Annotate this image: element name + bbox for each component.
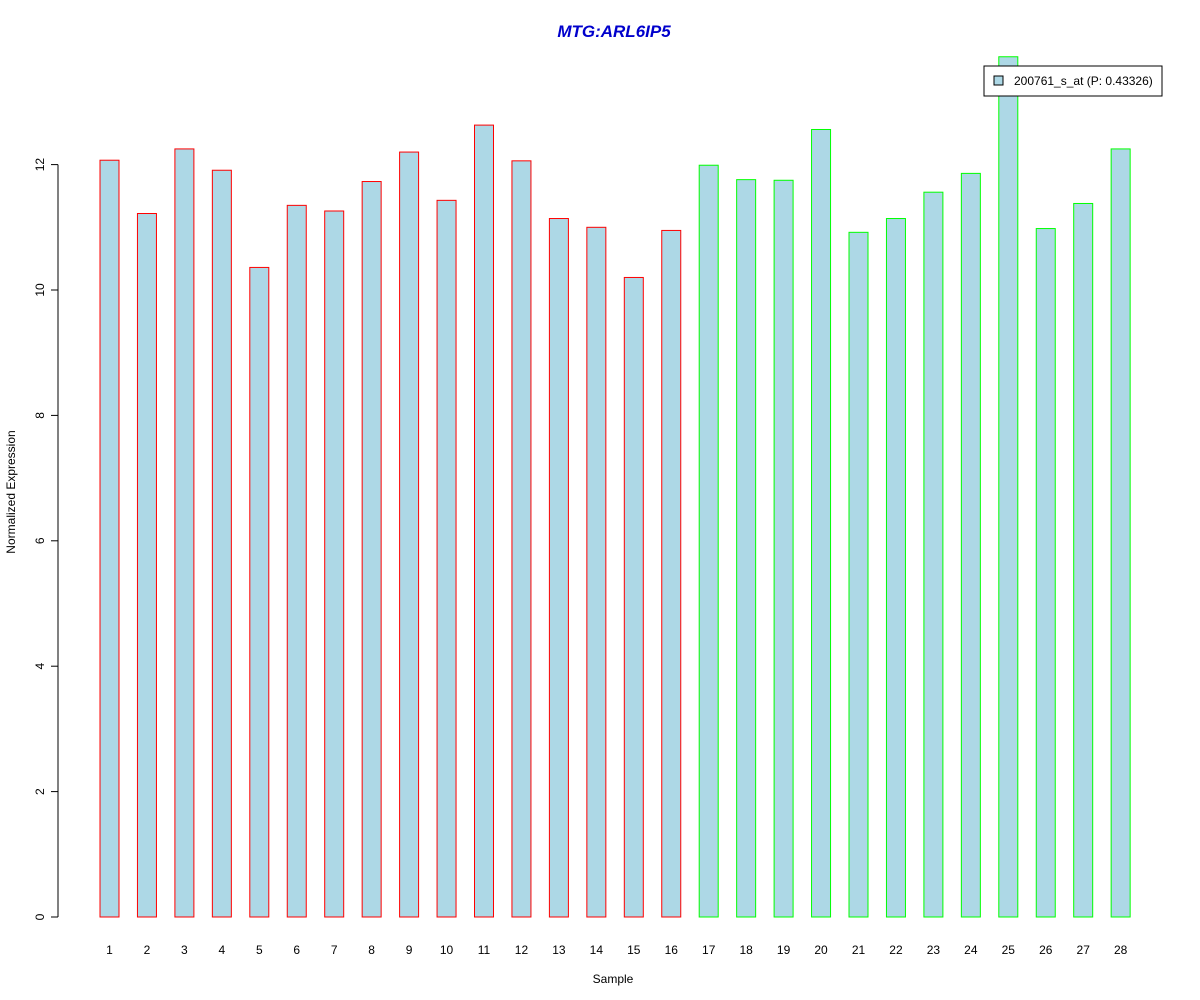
bar-sample-12 bbox=[511, 160, 532, 918]
x-tick-label: 15 bbox=[627, 943, 641, 957]
bar-sample-16 bbox=[661, 229, 682, 918]
x-tick-label: 17 bbox=[702, 943, 716, 957]
x-tick-label: 18 bbox=[739, 943, 753, 957]
y-tick-label: 2 bbox=[33, 788, 47, 795]
legend-label: 200761_s_at (P: 0.43326) bbox=[1014, 74, 1153, 88]
x-tick-label: 5 bbox=[256, 943, 263, 957]
x-tick-label: 22 bbox=[889, 943, 903, 957]
bar-sample-2 bbox=[136, 213, 157, 918]
bar-sample-6 bbox=[286, 204, 307, 918]
bar-sample-11 bbox=[474, 124, 494, 918]
bar-sample-4 bbox=[211, 169, 232, 918]
bar-sample-7 bbox=[324, 210, 345, 918]
x-tick-label: 26 bbox=[1039, 943, 1053, 957]
bar-sample-13 bbox=[548, 218, 569, 918]
y-axis-title: Normalized Expression bbox=[4, 430, 18, 553]
bar-sample-3 bbox=[174, 148, 195, 918]
legend-box bbox=[983, 65, 1163, 97]
x-tick-label: 10 bbox=[440, 943, 454, 957]
x-tick-label: 27 bbox=[1077, 943, 1091, 957]
bar-sample-1 bbox=[99, 159, 120, 918]
x-tick-label: 8 bbox=[368, 943, 375, 957]
bar-sample-23 bbox=[923, 191, 944, 918]
bar-sample-25 bbox=[998, 56, 1019, 918]
bar-sample-22 bbox=[885, 218, 906, 918]
x-tick-labels: 1 2 3 4 5 6 7 8 9 10 11 12 13 14 15 16 17 18 19 20 21 22 23 24 2… bbox=[106, 943, 1127, 957]
bar-sample-17 bbox=[698, 164, 719, 918]
y-tick-label: 4 bbox=[33, 663, 47, 670]
x-tick-label: 23 bbox=[927, 943, 941, 957]
bar-sample-24 bbox=[960, 172, 981, 918]
x-tick-label: 9 bbox=[406, 943, 413, 957]
x-tick-label: 20 bbox=[814, 943, 828, 957]
bar-sample-14 bbox=[586, 226, 607, 918]
x-tick-label: 28 bbox=[1114, 943, 1128, 957]
x-tick-label: 3 bbox=[181, 943, 188, 957]
y-tick-label: 8 bbox=[33, 412, 47, 419]
x-tick-label: 19 bbox=[777, 943, 791, 957]
x-tick-label: 1 bbox=[106, 943, 113, 957]
x-tick-label: 13 bbox=[552, 943, 566, 957]
x-tick-label: 21 bbox=[852, 943, 866, 957]
bar-sample-15 bbox=[623, 276, 644, 918]
bar-sample-20 bbox=[811, 128, 832, 918]
bar-sample-10 bbox=[436, 199, 457, 918]
y-tick-label: 0 bbox=[33, 913, 47, 920]
bar-sample-26 bbox=[1035, 228, 1056, 918]
x-tick-label: 4 bbox=[219, 943, 226, 957]
y-tick-label: 10 bbox=[33, 283, 47, 297]
x-tick-label: 24 bbox=[964, 943, 978, 957]
x-tick-label: 12 bbox=[515, 943, 529, 957]
bar-sample-9 bbox=[399, 151, 420, 918]
y-tick-label: 12 bbox=[33, 158, 47, 172]
x-tick-label: 6 bbox=[293, 943, 300, 957]
x-tick-label: 14 bbox=[590, 943, 604, 957]
legend: 200761_s_at (P: 0.43326) bbox=[983, 65, 1163, 97]
bars-group bbox=[99, 56, 1131, 918]
x-tick-label: 25 bbox=[1002, 943, 1016, 957]
x-tick-label: 16 bbox=[665, 943, 679, 957]
x-tick-label: 7 bbox=[331, 943, 338, 957]
x-tick-label: 2 bbox=[144, 943, 151, 957]
bar-sample-28 bbox=[1110, 148, 1131, 918]
chart-title: MTG:ARL6IP5 bbox=[557, 22, 671, 41]
bar-sample-19 bbox=[773, 179, 794, 918]
y-tick-label: 6 bbox=[33, 537, 47, 544]
legend-swatch bbox=[993, 75, 1004, 86]
bar-sample-21 bbox=[848, 231, 869, 918]
x-axis-title: Sample bbox=[593, 972, 634, 986]
bar-sample-27 bbox=[1073, 202, 1094, 918]
y-axis: 0 2 4 6 8 10 12 bbox=[33, 158, 59, 920]
x-tick-label: 11 bbox=[478, 943, 491, 957]
bar-sample-8 bbox=[361, 181, 382, 918]
bar-sample-18 bbox=[736, 179, 757, 918]
bar-sample-5 bbox=[249, 266, 270, 918]
